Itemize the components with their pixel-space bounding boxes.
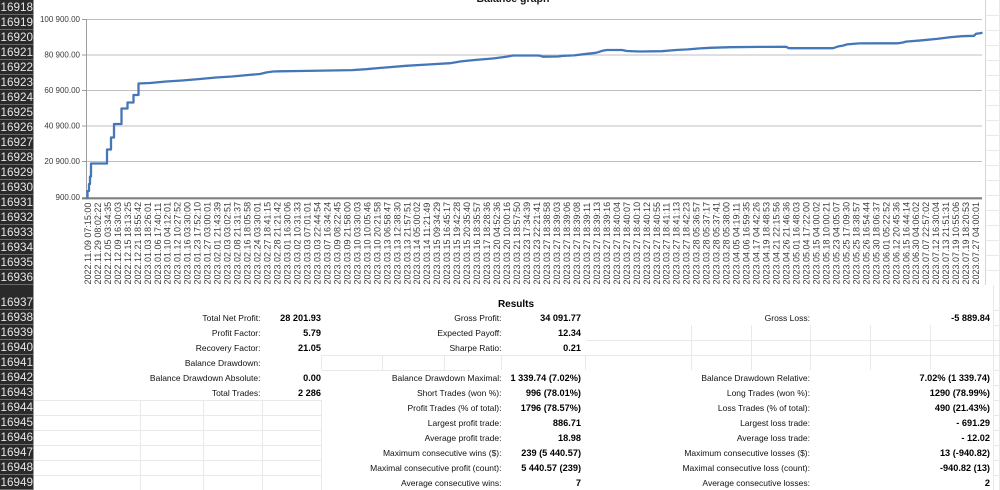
svg-text:2023.03.27 18:41:13: 2023.03.27 18:41:13 <box>672 202 682 285</box>
svg-text:2023.03.02 10:31:33: 2023.03.02 10:31:33 <box>292 202 302 285</box>
svg-text:2023.01.27 03:00:01: 2023.01.27 03:00:01 <box>203 202 213 285</box>
svg-text:2023.03.27 18:39:08: 2023.03.27 18:39:08 <box>572 202 582 285</box>
svg-text:Balance graph: Balance graph <box>476 0 549 5</box>
svg-text:2023.04.19 18:48:53: 2023.04.19 18:48:53 <box>762 202 772 285</box>
svg-text:2023.07.12 16:30:04: 2023.07.12 16:30:04 <box>931 202 941 285</box>
svg-text:2023.04.26 21:46:36: 2023.04.26 21:46:36 <box>782 202 792 285</box>
svg-text:2023.03.17 18:28:36: 2023.03.17 18:28:36 <box>482 202 492 285</box>
svg-text:2023.03.14 11:21:49: 2023.03.14 11:21:49 <box>422 203 432 285</box>
svg-text:2023.03.15 16:45:17: 2023.03.15 16:45:17 <box>442 202 452 285</box>
svg-text:2023.03.10 10:05:46: 2023.03.10 10:05:46 <box>362 202 372 285</box>
svg-text:2023.03.03 07:01:01: 2023.03.03 07:01:01 <box>302 202 312 285</box>
svg-text:2023.03.28 05:37:41: 2023.03.28 05:37:41 <box>712 202 722 285</box>
svg-text:2022.12.15 18:13:25: 2022.12.15 18:13:25 <box>123 202 133 285</box>
svg-text:2023.03.27 18:40:07: 2023.03.27 18:40:07 <box>622 202 632 285</box>
svg-text:2022.11.29 08:02:22: 2022.11.29 08:02:22 <box>93 203 103 285</box>
svg-text:2023.04.17 04:42:26: 2023.04.17 04:42:26 <box>752 202 762 285</box>
svg-text:2023.06.30 04:06:02: 2023.06.30 04:06:02 <box>911 202 921 285</box>
svg-text:2023.04.06 16:59:35: 2023.04.06 16:59:35 <box>742 202 752 285</box>
svg-text:2023.02.03 03:02:51: 2023.02.03 03:02:51 <box>223 202 233 285</box>
svg-text:2023.03.28 05:36:57: 2023.03.28 05:36:57 <box>692 202 702 285</box>
svg-text:2023.03.09 21:58:00: 2023.03.09 21:58:00 <box>342 202 352 285</box>
svg-text:2023.05.01 16:48:03: 2023.05.01 16:48:03 <box>791 202 801 285</box>
svg-text:2023.03.10 03:30:03: 2023.03.10 03:30:03 <box>352 202 362 285</box>
svg-text:2023.05.04 17:22:00: 2023.05.04 17:22:00 <box>801 202 811 285</box>
svg-text:2023.05.18 10:00:21: 2023.05.18 10:00:21 <box>821 202 831 285</box>
svg-text:2023.03.27 18:40:12: 2023.03.27 18:40:12 <box>642 202 652 285</box>
svg-text:2023.07.27 04:00:01: 2023.07.27 04:00:01 <box>971 202 981 285</box>
svg-text:2023.03.13 06:58:47: 2023.03.13 06:58:47 <box>382 202 392 285</box>
svg-text:2023.03.27 18:42:23: 2023.03.27 18:42:23 <box>682 202 692 285</box>
svg-text:2023.01.16 03:30:00: 2023.01.16 03:30:00 <box>183 202 193 285</box>
svg-text:2023.03.27 18:39:13: 2023.03.27 18:39:13 <box>592 202 602 285</box>
svg-text:2023.03.27 18:39:16: 2023.03.27 18:39:16 <box>602 202 612 285</box>
svg-text:2023.04.05 04:19:11: 2023.04.05 04:19:11 <box>732 203 742 285</box>
svg-text:2023.02.08 21:31:37: 2023.02.08 21:31:37 <box>233 202 243 285</box>
svg-text:2023.03.27 18:40:10: 2023.03.27 18:40:10 <box>632 202 642 285</box>
svg-text:2023.02.16 18:05:58: 2023.02.16 18:05:58 <box>243 202 253 285</box>
svg-text:2023.03.03 22:44:54: 2023.03.03 22:44:54 <box>312 202 322 285</box>
svg-text:2023.03.27 18:40:04: 2023.03.27 18:40:04 <box>612 202 622 285</box>
svg-text:80 900.00: 80 900.00 <box>44 51 80 60</box>
svg-text:2023.03.16 18:35:57: 2023.03.16 18:35:57 <box>472 202 482 285</box>
svg-text:2023.03.28 05:38:00: 2023.03.28 05:38:00 <box>722 202 732 285</box>
svg-text:2023.03.20 10:00:16: 2023.03.20 10:00:16 <box>502 202 512 285</box>
svg-text:2022.11.09 07:15:00: 2022.11.09 07:15:00 <box>83 203 93 285</box>
svg-text:2023.03.13 21:57:51: 2023.03.13 21:57:51 <box>402 202 412 285</box>
svg-text:2023.03.21 18:57:50: 2023.03.21 18:57:50 <box>512 202 522 285</box>
svg-text:2023.02.28 21:21:42: 2023.02.28 21:21:42 <box>273 202 283 285</box>
svg-text:2023.03.01 16:30:06: 2023.03.01 16:30:06 <box>283 202 293 285</box>
svg-text:40 900.00: 40 900.00 <box>44 122 80 131</box>
svg-text:2023.05.30 18:06:37: 2023.05.30 18:06:37 <box>871 202 881 285</box>
svg-text:2023.03.14 05:00:02: 2023.03.14 05:00:02 <box>412 202 422 285</box>
svg-text:100 900.00: 100 900.00 <box>40 15 81 24</box>
svg-text:2023.03.15 09:34:29: 2023.03.15 09:34:29 <box>432 202 442 285</box>
svg-text:2023.03.15 20:35:40: 2023.03.15 20:35:40 <box>462 202 472 285</box>
svg-text:2023.03.27 18:41:11: 2023.03.27 18:41:11 <box>662 203 672 285</box>
svg-text:2023.03.23 17:34:39: 2023.03.23 17:34:39 <box>522 202 532 285</box>
svg-text:2022.12.09 16:30:03: 2022.12.09 16:30:03 <box>113 202 123 285</box>
svg-text:2023.06.12 20:45:36: 2023.06.12 20:45:36 <box>891 202 901 285</box>
svg-text:2023.07.19 10:55:06: 2023.07.19 10:55:06 <box>951 202 961 285</box>
svg-text:2023.01.23 17:52:10: 2023.01.23 17:52:10 <box>193 202 203 285</box>
svg-text:2023.06.15 16:44:14: 2023.06.15 16:44:14 <box>901 202 911 285</box>
svg-text:2023.05.26 16:54:44: 2023.05.26 16:54:44 <box>861 202 871 285</box>
svg-text:2023.07.13 21:51:31: 2023.07.13 21:51:31 <box>941 202 951 285</box>
svg-text:2023.02.24 03:30:01: 2023.02.24 03:30:01 <box>253 202 263 285</box>
svg-text:2023.07.07 22:57:02: 2023.07.07 22:57:02 <box>921 202 931 285</box>
svg-text:2023.03.07 16:34:24: 2023.03.07 16:34:24 <box>322 202 332 285</box>
svg-text:2023.03.15 19:42:28: 2023.03.15 19:42:28 <box>452 202 462 285</box>
svg-text:2023.05.25 18:38:57: 2023.05.25 18:38:57 <box>851 202 861 285</box>
svg-text:20 900.00: 20 900.00 <box>44 157 80 166</box>
svg-text:2023.03.23 22:21:41: 2023.03.23 22:21:41 <box>532 202 542 285</box>
svg-text:2023.03.27 18:39:11: 2023.03.27 18:39:11 <box>582 203 592 285</box>
svg-text:2023.07.19 18:20:53: 2023.07.19 18:20:53 <box>961 202 971 285</box>
svg-text:2023.05.23 04:05:07: 2023.05.23 04:05:07 <box>831 202 841 285</box>
svg-text:2023.03.27 18:39:06: 2023.03.27 18:39:06 <box>562 202 572 285</box>
svg-text:60 900.00: 60 900.00 <box>44 86 80 95</box>
svg-text:2022.12.05 03:34:35: 2022.12.05 03:34:35 <box>103 202 113 285</box>
svg-text:2023.02.01 21:43:39: 2023.02.01 21:43:39 <box>213 202 223 285</box>
svg-text:2023.03.27 18:38:58: 2023.03.27 18:38:58 <box>542 202 552 285</box>
svg-text:2023.02.27 18:41:15: 2023.02.27 18:41:15 <box>263 202 273 285</box>
svg-text:2023.03.13 12:38:30: 2023.03.13 12:38:30 <box>392 202 402 285</box>
svg-text:2023.01.03 18:26:01: 2023.01.03 18:26:01 <box>143 202 153 285</box>
svg-text:2022.12.21 18:55:42: 2022.12.21 18:55:42 <box>133 202 143 285</box>
svg-text:2023.03.28 05:37:17: 2023.03.28 05:37:17 <box>702 202 712 285</box>
svg-text:2023.03.27 18:39:03: 2023.03.27 18:39:03 <box>552 202 562 285</box>
svg-text:2023.03.09 08:22:45: 2023.03.09 08:22:45 <box>332 202 342 285</box>
svg-text:2023.03.20 04:52:36: 2023.03.20 04:52:36 <box>492 202 502 285</box>
svg-text:2023.03.27 18:40:55: 2023.03.27 18:40:55 <box>652 202 662 285</box>
svg-text:900.00: 900.00 <box>56 193 81 202</box>
svg-text:2023.01.10 04:12:01: 2023.01.10 04:12:01 <box>163 202 173 285</box>
svg-text:2023.03.10 20:21:58: 2023.03.10 20:21:58 <box>372 202 382 285</box>
svg-text:2023.05.25 17:09:30: 2023.05.25 17:09:30 <box>841 202 851 285</box>
svg-text:2023.06.01 05:22:52: 2023.06.01 05:22:52 <box>881 202 891 285</box>
svg-text:2023.01.06 17:40:11: 2023.01.06 17:40:11 <box>153 203 163 285</box>
svg-text:2023.01.12 10:27:52: 2023.01.12 10:27:52 <box>173 202 183 285</box>
svg-text:2023.05.15 04:00:02: 2023.05.15 04:00:02 <box>811 202 821 285</box>
svg-text:2023.04.21 22:15:56: 2023.04.21 22:15:56 <box>772 202 782 285</box>
